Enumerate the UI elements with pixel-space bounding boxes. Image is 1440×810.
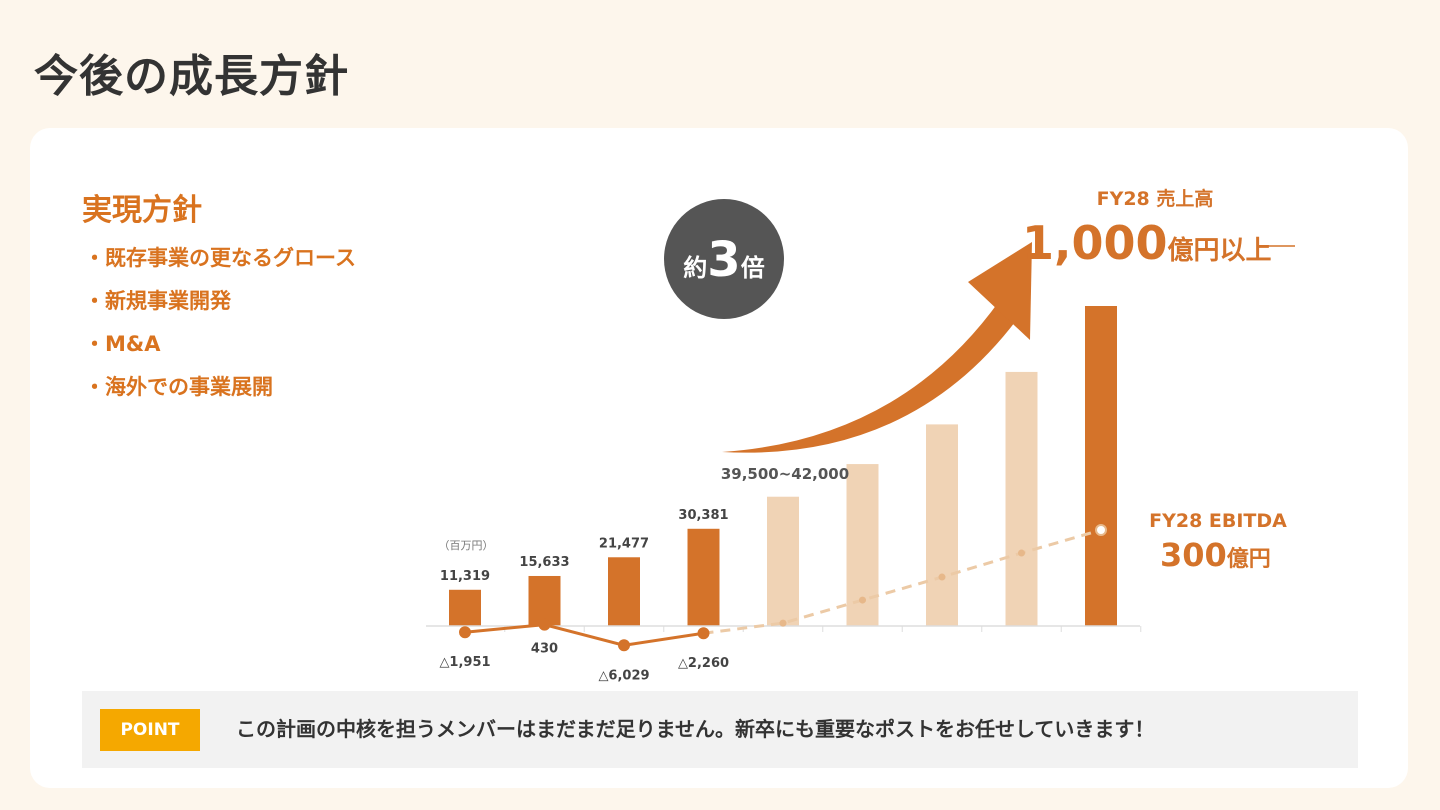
ebitda-point [1018,549,1025,557]
revenue-label: 30,381 [678,508,728,523]
ebitda-point [938,573,946,581]
sales-label: FY28 売上高 [1097,187,1214,210]
growth-arrow-head [968,242,1032,340]
ebitda-point [538,618,551,631]
policy-item: 既存事業の更なるグロース [84,242,356,285]
policy-item: 新規事業開発 [84,285,356,328]
forecast-range-label: 39,500~42,000 [721,465,849,483]
ebitda-point [859,596,866,604]
ebitda-line-actual [464,623,704,647]
revenue-bar [687,528,720,626]
policy-list: 既存事業の更なるグロース 新規事業開発 M&A 海外での事業展開 [84,242,356,414]
revenue-bar [1005,371,1038,626]
revenue-bar [608,557,640,626]
growth-badge-text: 約3倍 [683,232,764,288]
point-text: この計画の中核を担うメンバーはまだまだ足りません。新卒にも重要なポストをお任せし… [236,717,1155,741]
ebitda-point [1095,524,1107,536]
point-banner: POINT この計画の中核を担うメンバーはまだまだ足りません。新卒にも重要なポス… [82,691,1358,768]
page-title: 今後の成長方針 [34,51,349,102]
revenue-bar [1085,306,1117,626]
ebitda-point [459,626,471,639]
ebitda-line-forecast [703,528,1102,635]
revenue-label: 11,319 [440,569,490,584]
sales-value: 1,000億円以上 [1022,216,1272,270]
revenue-label: 15,633 [519,555,569,570]
policy-heading: 実現方針 [82,193,202,228]
revenue-bar [528,575,561,626]
ebitda-point [697,627,710,640]
ebitda-value: 300億円 [1160,536,1271,574]
policy-item: 海外での事業展開 [84,371,356,414]
growth-badge [664,199,784,319]
revenue-label: 21,477 [599,536,649,551]
revenue-bar [449,589,481,626]
growth-arrow [722,300,1018,453]
unit-label: （百万円） [439,539,494,552]
ebitda-point [779,619,787,627]
ebitda-label: 430 [531,642,558,657]
policy-item: M&A [84,328,356,371]
ebitda-label: △1,951 [439,655,490,670]
ebitda-label: FY28 EBITDA [1149,510,1287,532]
revenue-bar [926,424,958,626]
revenue-bar [767,496,799,626]
ebitda-point [618,639,630,652]
ebitda-label: △6,029 [598,668,649,683]
point-badge: POINT [100,709,200,751]
ebitda-label: △2,260 [678,656,729,671]
